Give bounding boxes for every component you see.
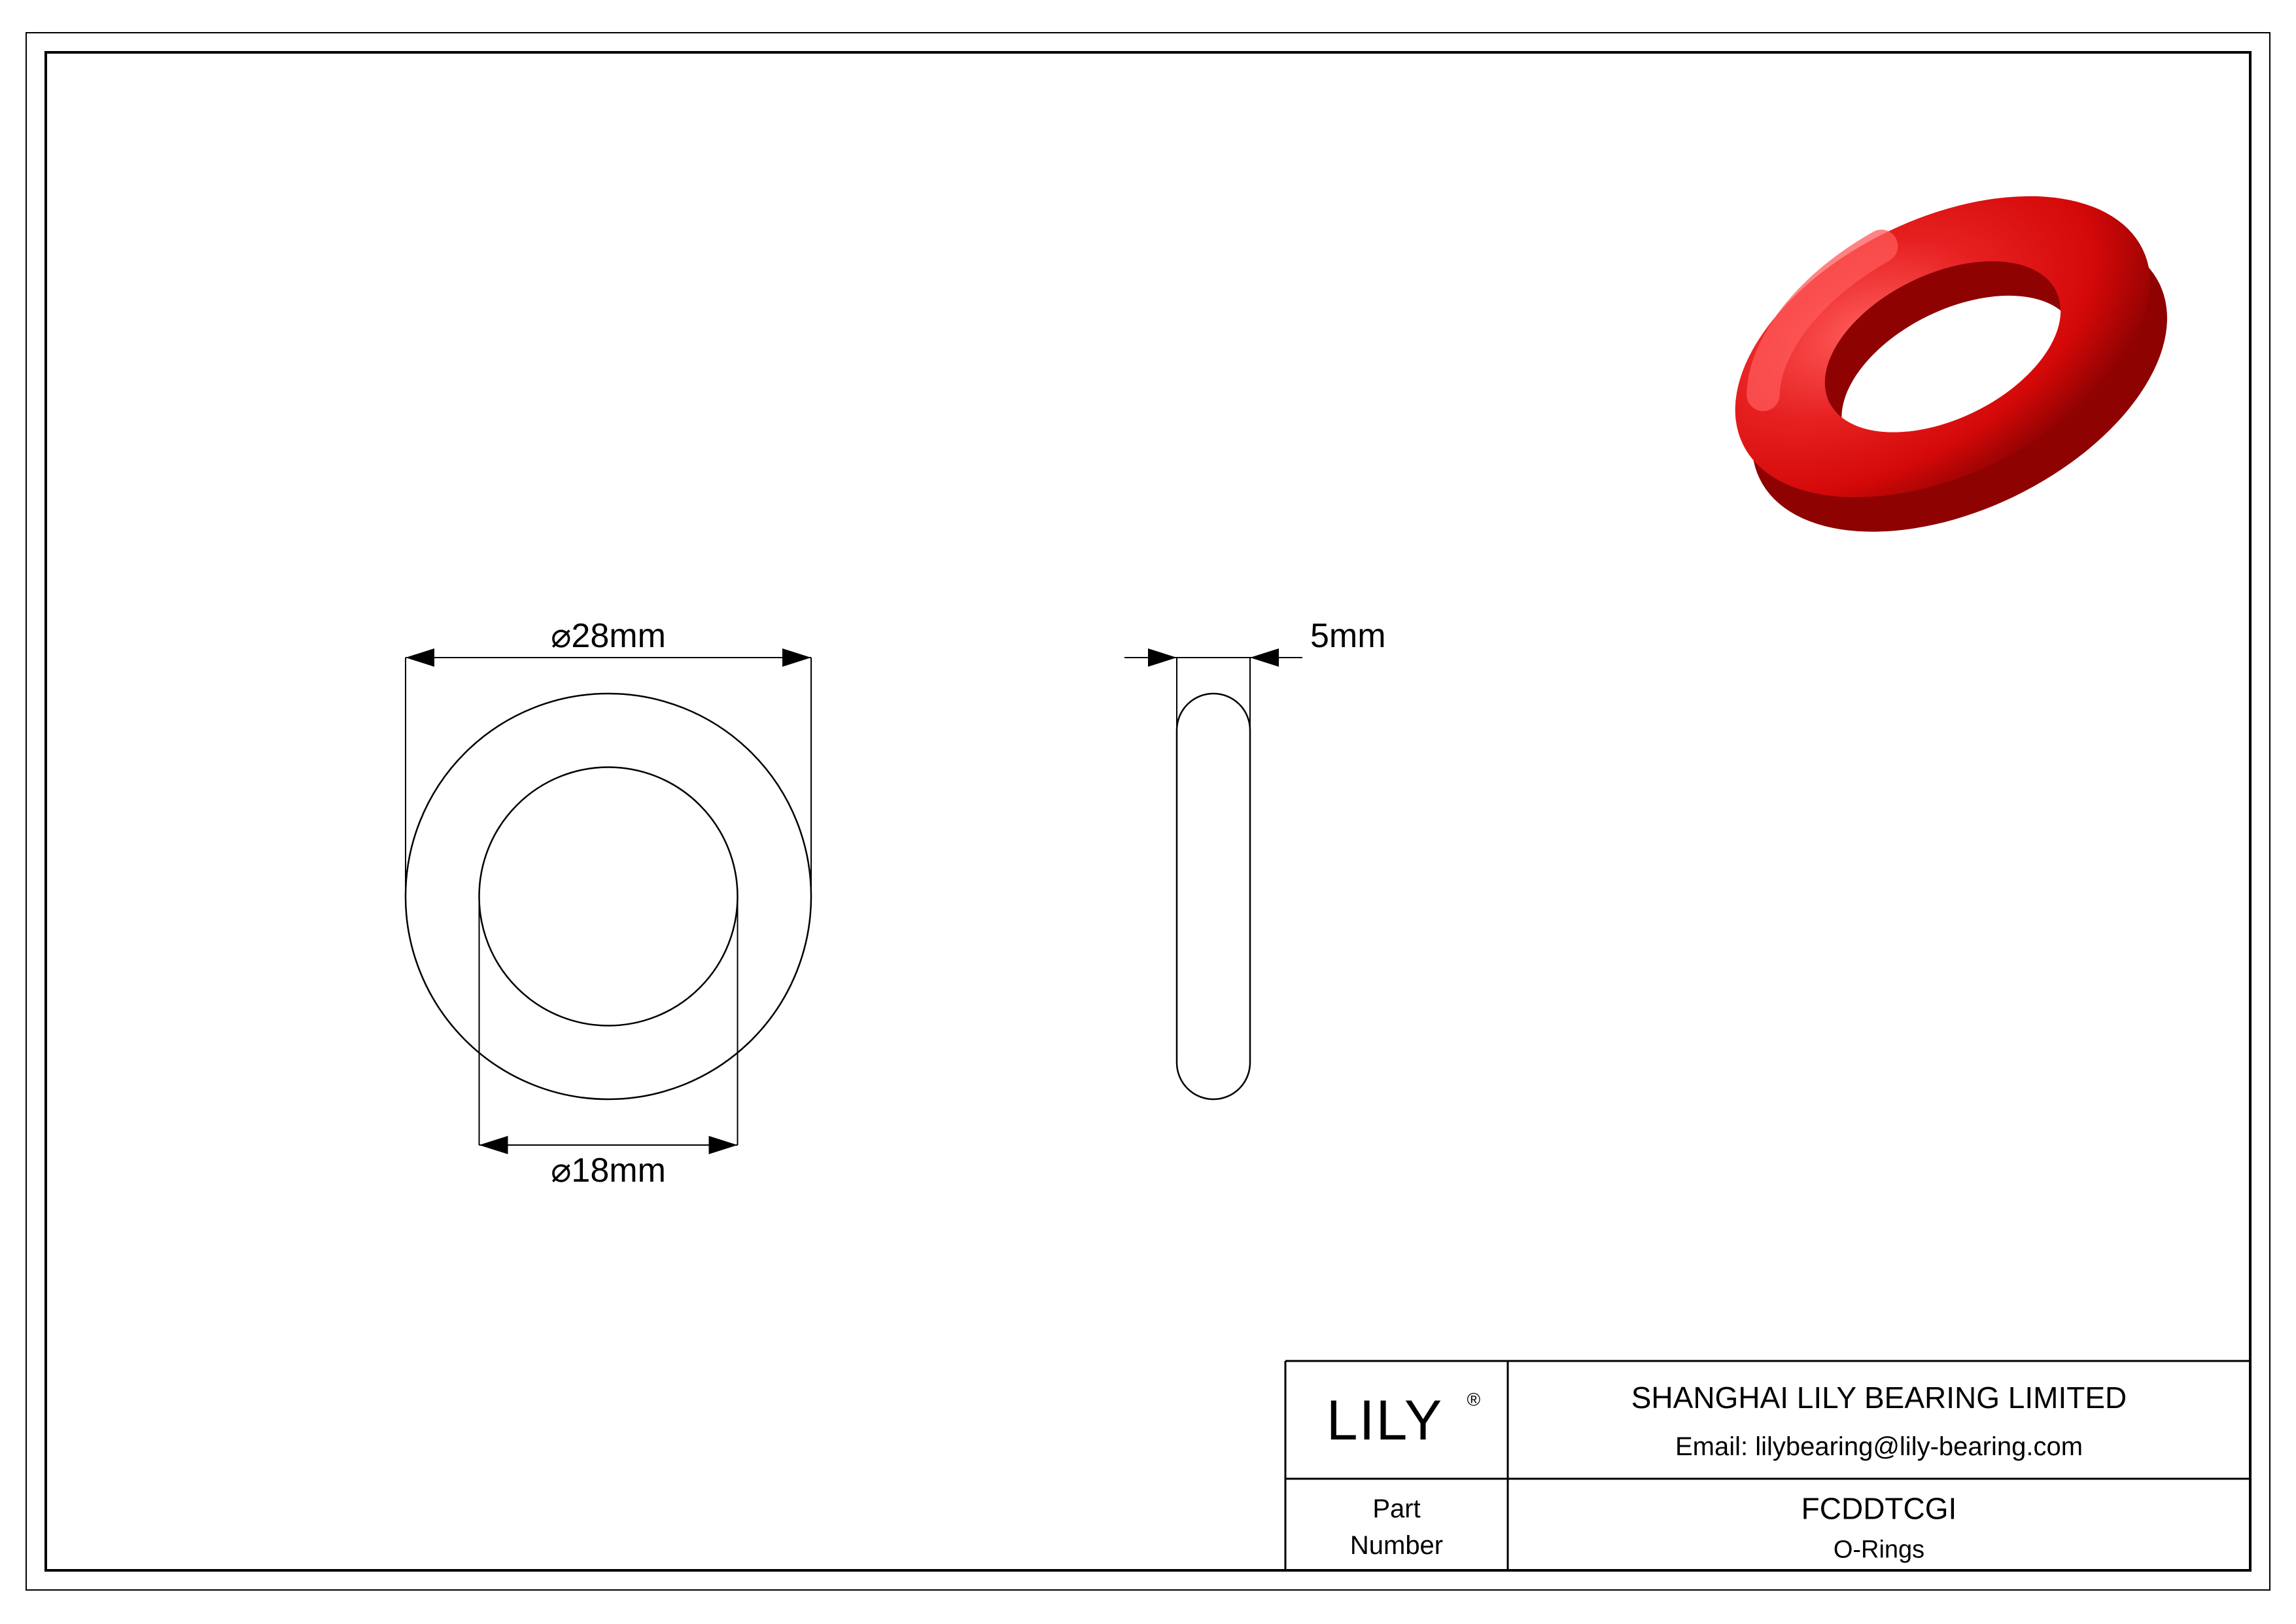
isometric-view	[1687, 135, 2216, 593]
drawing-canvas: ⌀28mm ⌀18mm 5mm LILY ® SHANGHAI LILY BEARIN…	[0, 0, 2296, 1624]
company-name: SHANGHAI LILY BEARING LIMITED	[1631, 1381, 2127, 1415]
part-label-line2: Number	[1350, 1531, 1443, 1560]
company-email: Email: lilybearing@lily-bearing.com	[1675, 1432, 2083, 1461]
dim-width-label: 5mm	[1310, 617, 1386, 655]
dim-outer-label: ⌀28mm	[551, 617, 666, 655]
logo-registered: ®	[1467, 1390, 1481, 1410]
part-desc: O-Rings	[1834, 1536, 1924, 1563]
side-profile	[1177, 694, 1250, 1099]
side-view: 5mm	[1124, 617, 1386, 1099]
front-inner-circle	[479, 768, 738, 1026]
front-outer-circle	[406, 694, 811, 1099]
part-code: FCDDTCGI	[1801, 1492, 1957, 1526]
drawing-sheet: ⌀28mm ⌀18mm 5mm LILY ® SHANGHAI LILY BEARIN…	[0, 0, 2296, 1624]
part-label-line1: Part	[1372, 1494, 1420, 1523]
logo-text: LILY	[1327, 1389, 1444, 1452]
front-view: ⌀28mm ⌀18mm	[406, 617, 811, 1190]
dim-inner-label: ⌀18mm	[551, 1152, 666, 1190]
title-block: LILY ® SHANGHAI LILY BEARING LIMITED Email:…	[1285, 1361, 2250, 1570]
